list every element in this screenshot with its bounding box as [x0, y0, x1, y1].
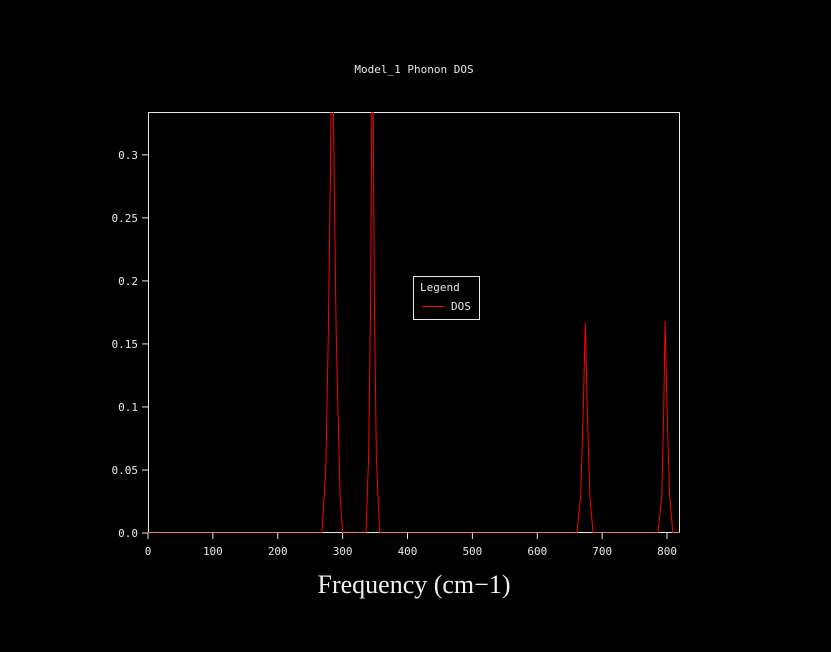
legend-title: Legend [420, 281, 460, 294]
svg-text:0.05: 0.05 [112, 464, 139, 477]
svg-text:0.25: 0.25 [112, 212, 139, 225]
legend-entry-dos: DOS [420, 300, 471, 313]
x-axis-ticks: 0 100 200 300 400 500 600 700 800 [145, 533, 677, 558]
svg-text:0.15: 0.15 [112, 338, 139, 351]
svg-text:200: 200 [268, 545, 288, 558]
legend-box: Legend DOS [413, 276, 480, 320]
legend-entry-label: DOS [451, 300, 471, 313]
svg-text:100: 100 [203, 545, 223, 558]
plot-frame [148, 112, 680, 533]
dos-line-swatch-icon [422, 306, 444, 307]
svg-text:0.0: 0.0 [118, 527, 138, 540]
x-axis-label: Frequency (cm−1) [317, 570, 511, 599]
svg-text:0.2: 0.2 [118, 275, 138, 288]
y-axis-ticks: 0.0 0.05 0.1 0.15 0.2 0.25 0.3 [112, 149, 148, 540]
chart-title: Model_1 Phonon DOS [354, 63, 474, 76]
svg-text:400: 400 [398, 545, 418, 558]
svg-text:600: 600 [527, 545, 547, 558]
svg-text:300: 300 [333, 545, 353, 558]
svg-text:500: 500 [462, 545, 482, 558]
svg-text:0: 0 [145, 545, 152, 558]
svg-text:700: 700 [592, 545, 612, 558]
svg-text:0.3: 0.3 [118, 149, 138, 162]
dos-series-line [148, 112, 680, 533]
svg-text:800: 800 [657, 545, 677, 558]
svg-text:0.1: 0.1 [118, 401, 138, 414]
